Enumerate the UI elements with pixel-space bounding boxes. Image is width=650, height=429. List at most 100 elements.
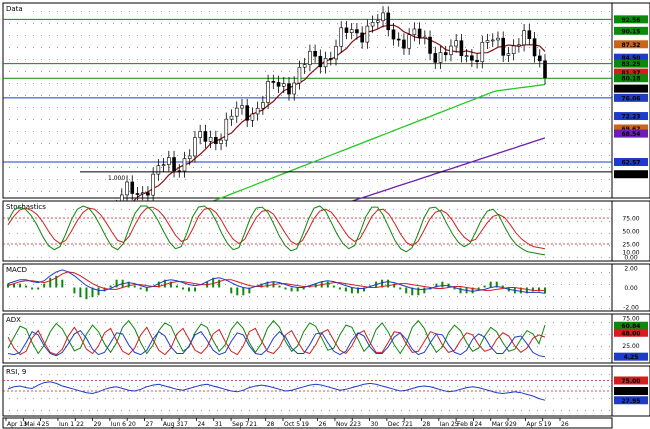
candle — [433, 53, 438, 63]
candle — [130, 181, 135, 194]
candle — [423, 36, 427, 39]
series-line — [7, 205, 546, 256]
x-tick-label: 19 — [544, 421, 552, 428]
y-tick-label: 25.00 — [622, 242, 639, 249]
series-line — [7, 271, 545, 291]
x-tick-label: Sep 7 — [232, 421, 249, 428]
price-label-tag — [614, 328, 648, 337]
x-tick-label: Nov 2 — [336, 421, 354, 428]
candle — [480, 42, 485, 63]
x-tick-label: Mar 9 — [492, 421, 509, 428]
candle — [402, 39, 406, 49]
x-tick-label: 29 — [94, 421, 102, 428]
candle — [438, 52, 443, 63]
price-label: 84.50 — [622, 55, 641, 62]
price-label-tag — [614, 387, 648, 395]
candle — [412, 28, 417, 36]
x-tick-label: 27 — [146, 421, 154, 428]
candle — [339, 27, 344, 47]
candle — [328, 58, 333, 60]
candle — [276, 82, 281, 87]
panel-frame — [2, 2, 613, 199]
price-label: 4.25 — [624, 354, 639, 361]
price-label: 60.00 — [622, 172, 641, 179]
panel-title: Data — [6, 5, 23, 13]
panel-title: ADX — [6, 316, 21, 324]
candle — [490, 39, 495, 42]
candle — [156, 165, 161, 175]
candle — [449, 45, 453, 56]
price-label-tag — [614, 376, 648, 385]
x-tick-label: Feb 8 — [457, 421, 474, 428]
price-label-tag — [614, 124, 648, 133]
candle — [167, 157, 171, 165]
panel-macd: MACD 2.00 0.00 -2.00 — [2, 263, 650, 312]
x-tick-label: 28 — [423, 421, 431, 428]
candle — [187, 155, 192, 159]
candle — [537, 55, 542, 62]
x-tick-label: 31 — [215, 421, 223, 428]
price-label: 48.00 — [622, 330, 641, 337]
candle — [376, 20, 380, 23]
price-label-tag — [614, 157, 648, 166]
y-tick-label: -2.00 — [623, 305, 639, 312]
x-tick-label: 23 — [353, 421, 361, 428]
candle — [313, 50, 317, 57]
candle — [496, 37, 500, 41]
candle — [511, 45, 516, 54]
price-label-tag — [614, 74, 648, 83]
candle — [396, 38, 401, 41]
candle — [517, 44, 521, 47]
series-line — [7, 326, 546, 356]
price-label: 60.84 — [622, 323, 641, 330]
candle — [261, 102, 265, 109]
candle — [172, 157, 176, 172]
x-tick-label: Iun 1 — [59, 421, 74, 428]
price-label-tag — [614, 129, 648, 138]
price-label-tag — [614, 321, 648, 330]
candle — [360, 32, 364, 43]
candle — [386, 12, 391, 31]
price-label-tag — [614, 59, 648, 68]
candle — [245, 105, 249, 121]
price-scale — [611, 200, 650, 262]
series-line — [7, 269, 546, 294]
x-tick-label: 24 — [474, 421, 482, 428]
candle — [161, 164, 166, 166]
candle — [365, 25, 370, 43]
candle — [151, 173, 155, 196]
candle — [229, 115, 234, 120]
price-label-tag — [614, 53, 648, 62]
y-tick-label: 10.00 — [622, 249, 639, 256]
series-line — [7, 206, 546, 250]
x-tick-label: 24 — [197, 421, 205, 428]
candle — [344, 27, 349, 33]
candle — [459, 40, 464, 57]
x-tick-label: Ian 25 — [440, 421, 459, 428]
price-label: 69.62 — [622, 126, 641, 133]
x-tick-label: 28 — [267, 421, 275, 428]
annotation-label: 1.000 — [108, 175, 125, 182]
candle — [349, 29, 354, 33]
x-tick-label: Oct 5 — [284, 421, 300, 428]
candle — [443, 52, 448, 56]
candle — [506, 53, 511, 56]
candle — [475, 59, 479, 63]
candle — [532, 38, 537, 57]
price-label-tag — [614, 93, 648, 102]
series-line — [7, 381, 546, 401]
price-label-tag — [614, 15, 648, 24]
x-tick-label: Apr 13 — [7, 421, 27, 428]
price-label: 72.23 — [622, 114, 641, 121]
price-label-tag — [614, 26, 648, 35]
y-tick-label: 25.00 — [622, 343, 639, 350]
x-tick-label: Iun 6 — [111, 421, 126, 428]
candle — [501, 37, 506, 56]
candle — [203, 131, 208, 142]
price-label-tag — [614, 396, 648, 405]
candle — [370, 21, 375, 27]
candle — [297, 66, 302, 84]
medium-moving-average — [184, 83, 546, 213]
candle — [522, 30, 526, 46]
